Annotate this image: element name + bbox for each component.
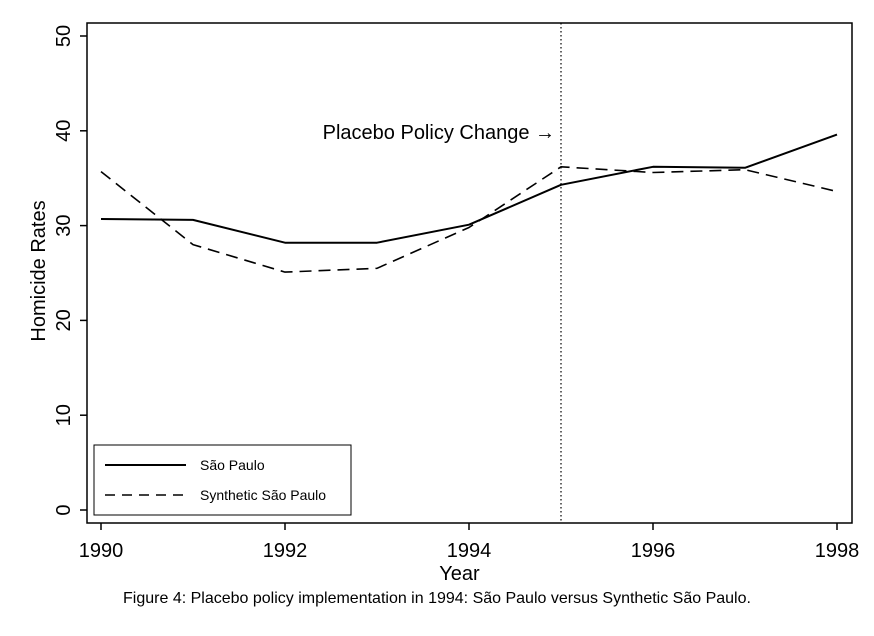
y-tick-label: 40: [53, 120, 75, 142]
y-tick-label: 30: [53, 214, 75, 236]
legend-box: [93, 444, 352, 516]
x-tick-label: 1992: [263, 540, 308, 562]
y-tick-label: 20: [53, 309, 75, 331]
x-tick-label: 1990: [79, 540, 124, 562]
y-axis-title: Homicide Rates: [28, 200, 50, 341]
y-tick-label: 50: [53, 25, 75, 47]
x-tick-label: 1996: [631, 540, 676, 562]
x-tick-label: 1998: [815, 540, 860, 562]
x-axis-title: Year: [439, 563, 480, 585]
line-chart: 1990 1992 1994 1996 1998 0 10 20 30 40 50 Placebo …: [28, 22, 860, 585]
legend-label-synthetic-sao-paulo: Synthetic São Paulo: [200, 487, 326, 503]
series-line-synthetic-sao-paulo: [100, 166, 838, 273]
y-tick-label: 10: [53, 404, 75, 426]
figure-caption: Figure 4: Placebo policy implementation …: [123, 590, 751, 607]
legend-label-sao-paulo: São Paulo: [200, 457, 265, 473]
y-tick-label: 0: [53, 504, 75, 515]
series-line-sao-paulo: [100, 133, 838, 244]
legend: São Paulo Synthetic São Paulo: [93, 444, 352, 516]
placebo-annotation: Placebo Policy Change →: [323, 122, 555, 144]
x-tick-label: 1994: [447, 540, 492, 562]
